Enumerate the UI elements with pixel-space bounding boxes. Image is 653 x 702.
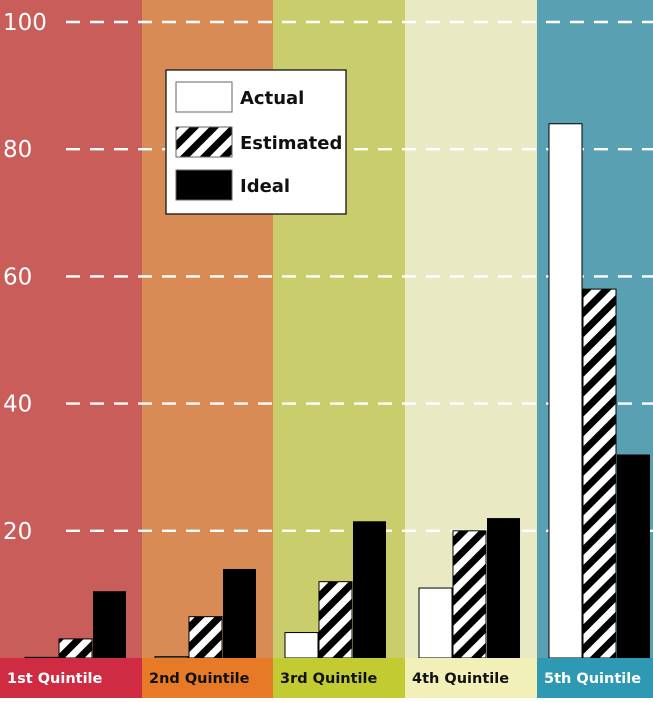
- category-label-4: 4th Quintile: [412, 671, 509, 687]
- legend-swatch-ideal: [175, 169, 233, 201]
- category-label-5: 5th Quintile: [544, 671, 641, 687]
- bar-ideal-3: [353, 521, 386, 658]
- y-tick-label-100: 100: [3, 10, 47, 36]
- legend-label-actual: Actual: [240, 88, 304, 109]
- quintile-band-1: [0, 0, 142, 658]
- bar-estimated-3: [318, 581, 353, 659]
- category-label-2: 2nd Quintile: [149, 671, 250, 687]
- category-label-bg-4: [405, 658, 537, 698]
- category-label-bg-5: [537, 658, 653, 698]
- legend-swatch-estimated: [175, 126, 233, 158]
- bar-estimated-2: [188, 616, 223, 659]
- bar-ideal-1: [93, 591, 126, 658]
- bar-ideal-2: [223, 568, 256, 658]
- category-labels: 1st Quintile 2nd Quintile 3rd Quintile 4th …: [0, 658, 653, 698]
- bars: [24, 123, 650, 659]
- category-label-1: 1st Quintile: [7, 671, 103, 687]
- legend: Actual Estimated Ideal: [165, 69, 347, 215]
- category-label-3: 3rd Quintile: [280, 671, 377, 687]
- category-label-bg-1: [0, 658, 142, 698]
- category-label-bg-3: [273, 658, 405, 698]
- bar-actual-5: [548, 123, 583, 659]
- legend-label-ideal: Ideal: [240, 176, 290, 197]
- bar-estimated-5: [582, 288, 617, 659]
- category-label-bg-2: [142, 658, 273, 698]
- bar-actual-1: [24, 656, 59, 659]
- y-tick-labels: 20 40 60 80 100: [3, 10, 47, 545]
- bar-ideal-5: [617, 454, 650, 658]
- bar-actual-3: [284, 632, 319, 659]
- bar-actual-4: [418, 587, 453, 659]
- y-tick-label-20: 20: [3, 519, 32, 545]
- bar-estimated-1: [58, 638, 93, 659]
- y-tick-label-60: 60: [3, 264, 32, 290]
- legend-label-estimated: Estimated: [240, 133, 342, 154]
- bar-estimated-4: [452, 530, 487, 659]
- legend-swatch-actual: [175, 81, 233, 113]
- bar-ideal-4: [487, 518, 520, 658]
- bar-actual-2: [154, 656, 189, 659]
- y-tick-label-80: 80: [3, 137, 32, 163]
- y-tick-label-40: 40: [3, 392, 32, 418]
